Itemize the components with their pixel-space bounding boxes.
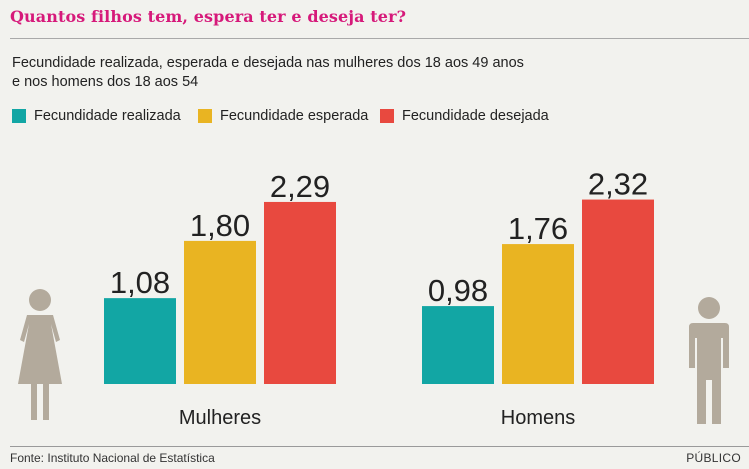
legend-label-realizada: Fecundidade realizada xyxy=(34,108,181,124)
bar-homens-1 xyxy=(422,306,494,384)
woman-icon xyxy=(18,289,62,420)
data-label-homens-3: 2,32 xyxy=(588,167,648,202)
chart-title: Quantos filhos tem, espera ter e deseja … xyxy=(10,7,407,26)
bar-chart: 1,08 1,80 2,29 Mulheres 0,98 1,76 2,32 Homens xyxy=(104,167,654,429)
data-label-homens-2: 1,76 xyxy=(508,211,568,246)
bar-homens-2 xyxy=(502,244,574,384)
category-label-mulheres: Mulheres xyxy=(179,407,261,429)
bar-mulheres-1 xyxy=(104,298,176,384)
publisher-brand: PÚBLICO xyxy=(686,451,741,465)
footer-divider xyxy=(10,446,749,447)
legend-swatch-esperada xyxy=(198,109,212,123)
data-label-mulheres-2: 1,80 xyxy=(190,208,250,243)
bar-homens-3 xyxy=(582,199,654,384)
man-icon xyxy=(689,297,729,424)
chart-subtitle: Fecundidade realizada, esperada e deseja… xyxy=(12,54,612,92)
title-divider xyxy=(10,38,749,39)
subtitle-line-1: Fecundidade realizada, esperada e deseja… xyxy=(12,55,524,71)
data-label-homens-1: 0,98 xyxy=(428,273,488,308)
bar-mulheres-2 xyxy=(184,240,256,384)
legend-label-desejada: Fecundidade desejada xyxy=(402,108,549,124)
data-label-mulheres-1: 1,08 xyxy=(110,265,170,300)
data-label-mulheres-3: 2,29 xyxy=(270,169,330,204)
category-label-homens: Homens xyxy=(501,407,575,429)
subtitle-line-2: e nos homens dos 18 aos 54 xyxy=(12,74,199,90)
bar-mulheres-3 xyxy=(264,201,336,384)
legend-swatch-realizada xyxy=(12,109,26,123)
legend-label-esperada: Fecundidade esperada xyxy=(220,108,369,124)
source-note: Fonte: Instituto Nacional de Estatística xyxy=(10,451,215,465)
legend-swatch-desejada xyxy=(380,109,394,123)
